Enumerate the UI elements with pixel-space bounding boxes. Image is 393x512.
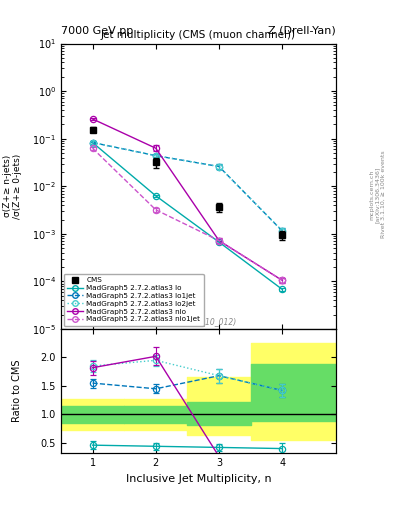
Y-axis label: σ(Z+≥ n-jets)
/σ(Z+≥ 0-jets): σ(Z+≥ n-jets) /σ(Z+≥ 0-jets) — [3, 154, 22, 219]
Text: Z (Drell-Yan): Z (Drell-Yan) — [268, 26, 336, 36]
Text: 7000 GeV pp: 7000 GeV pp — [61, 26, 133, 36]
Legend: CMS, MadGraph5 2.7.2.atlas3 lo, MadGraph5 2.7.2.atlas3 lo1jet, MadGraph5 2.7.2.a: CMS, MadGraph5 2.7.2.atlas3 lo, MadGraph… — [64, 273, 204, 326]
Y-axis label: Ratio to CMS: Ratio to CMS — [13, 360, 22, 422]
Text: [arXiv:1306.3436]: [arXiv:1306.3436] — [375, 166, 380, 223]
X-axis label: Inclusive Jet Multiplicity, n: Inclusive Jet Multiplicity, n — [126, 474, 271, 483]
Text: mcplots.cern.ch: mcplots.cern.ch — [369, 169, 374, 220]
Text: (CMS_EWK_10_012): (CMS_EWK_10_012) — [160, 317, 237, 326]
Text: Rivet 3.1.10, ≥ 100k events: Rivet 3.1.10, ≥ 100k events — [381, 151, 386, 239]
Title: Jet multiplicity (CMS (muon channel)): Jet multiplicity (CMS (muon channel)) — [101, 30, 296, 40]
